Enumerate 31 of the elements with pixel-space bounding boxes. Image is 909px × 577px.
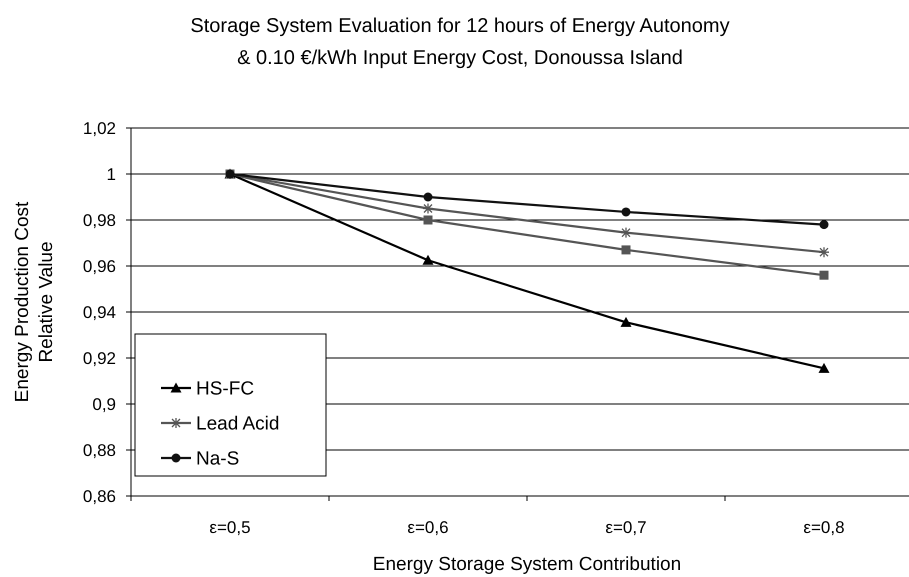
point <box>818 362 830 373</box>
y-axis-title: Energy Production Cost Relative Value <box>12 200 57 402</box>
point <box>422 202 434 214</box>
y-tick-label: 1,02 <box>82 118 116 138</box>
x-tick-label: ε=0,8 <box>803 518 845 537</box>
legend-label: Na-S <box>196 448 240 470</box>
legend-label: Lead Acid <box>196 414 280 435</box>
chart-title: Storage System Evaluation for 12 hours of Energy Autonomy & 0.10 €/kWh Input Energy Cost, Donoussa Island <box>190 15 730 69</box>
point <box>620 316 632 327</box>
y-tick-label: 0,96 <box>82 256 116 276</box>
point <box>424 192 432 202</box>
y-tick-label: 0,94 <box>82 302 116 322</box>
legend-label: HS-FC <box>196 378 254 400</box>
y-tick-label: 1 <box>106 164 116 184</box>
y-tick-label: 0,88 <box>82 440 116 460</box>
point <box>820 220 828 230</box>
x-axis-title: Energy Storage System Contribution <box>372 554 682 575</box>
y-tick-label: 0,98 <box>82 210 116 230</box>
x-tick-label: ε=0,5 <box>209 518 251 537</box>
point <box>622 245 630 254</box>
point <box>620 227 632 238</box>
y-tick-label: 0,86 <box>82 486 116 506</box>
x-tick-label: ε=0,6 <box>407 518 449 537</box>
point <box>422 254 434 265</box>
point <box>424 216 432 224</box>
point <box>818 246 830 258</box>
y-tick-label: 0,92 <box>82 348 116 368</box>
x-tick-label: ε=0,7 <box>605 518 647 537</box>
y-tick-label: 0,9 <box>92 394 116 414</box>
point <box>622 207 630 216</box>
point <box>820 270 828 280</box>
